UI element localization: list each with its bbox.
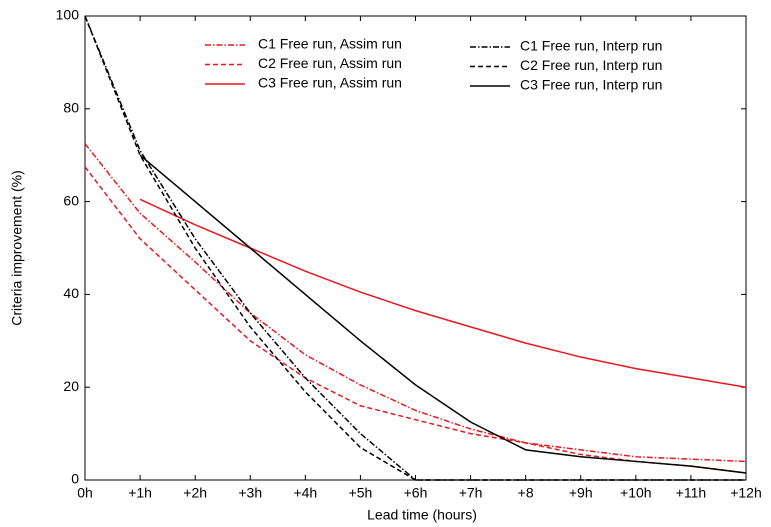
y-axis-label: Criteria improvement (%) — [9, 170, 25, 326]
x-tick-label: +2h — [183, 485, 207, 501]
series-line — [84, 15, 746, 481]
x-tick-label: +3h — [238, 485, 262, 501]
series-line — [84, 166, 747, 474]
y-tick-label: 60 — [63, 192, 79, 208]
x-tick-label: +9h — [569, 485, 593, 501]
x-tick-label: 0h — [77, 485, 93, 501]
legend-label: C3 Free run, Interp run — [520, 77, 662, 93]
x-tick-label: +4h — [293, 485, 317, 501]
x-tick-label: +1h — [128, 485, 152, 501]
y-tick-label: 40 — [63, 285, 79, 301]
y-tick-label: 80 — [63, 100, 79, 116]
x-tick-label: +5h — [349, 485, 373, 501]
series-line — [139, 198, 747, 388]
legend-label: C2 Free run, Assim run — [258, 55, 402, 71]
series-line — [139, 154, 747, 474]
y-tick-label: 100 — [56, 7, 80, 23]
x-tick-label: +11h — [676, 485, 707, 501]
legend-label: C2 Free run, Interp run — [520, 57, 662, 73]
x-tick-label: +7h — [459, 485, 483, 501]
x-tick-label: +12h — [730, 485, 762, 501]
x-tick-label: +10h — [620, 485, 652, 501]
legend-label: C1 Free run, Assim run — [258, 36, 402, 52]
x-axis-label: Lead time (hours) — [367, 507, 477, 523]
legend-label: C1 Free run, Interp run — [520, 38, 662, 54]
x-tick-label: +6h — [404, 485, 428, 501]
legend-label: C3 Free run, Assim run — [258, 75, 402, 91]
y-tick-label: 20 — [63, 378, 79, 394]
series-line — [84, 143, 747, 463]
x-tick-label: +8 — [518, 485, 534, 501]
y-tick-label: 0 — [71, 471, 79, 487]
